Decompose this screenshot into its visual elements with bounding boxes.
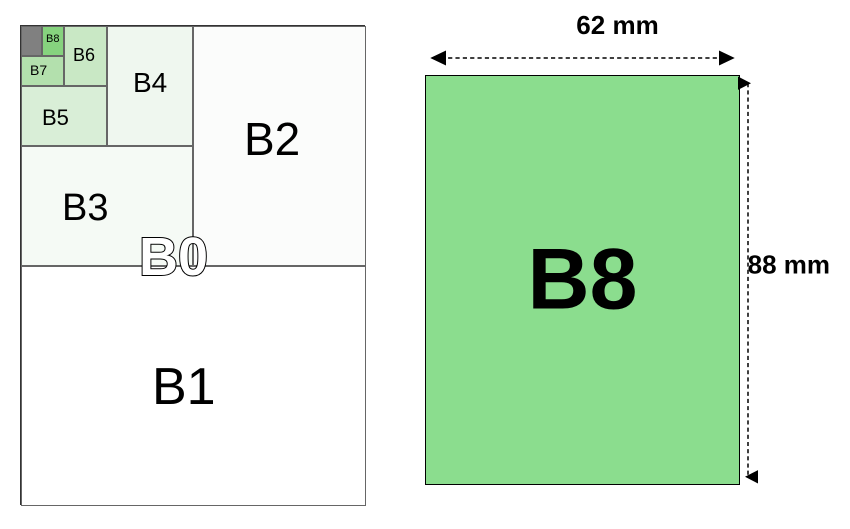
paper-label-b4: B4 bbox=[133, 67, 167, 99]
paper-b9 bbox=[21, 26, 42, 56]
b8-detail-panel: 62 mm B8 bbox=[405, 25, 830, 505]
paper-label-b8: B8 bbox=[46, 33, 59, 45]
paper-label-b0: B0 bbox=[139, 226, 208, 288]
paper-label-b6: B6 bbox=[73, 45, 95, 66]
paper-label-b5: B5 bbox=[42, 105, 69, 131]
paper-label-b2: B2 bbox=[244, 112, 300, 166]
paper-b1: B1 bbox=[21, 266, 366, 506]
height-dimension-label: 88 mm bbox=[748, 250, 830, 281]
width-dimension-label: 62 mm bbox=[576, 10, 658, 41]
b8-paper-box: B8 bbox=[425, 75, 740, 485]
paper-b6: B6 bbox=[64, 26, 107, 86]
paper-label-b3: B3 bbox=[62, 187, 108, 230]
paper-label-b7: B7 bbox=[30, 62, 47, 78]
paper-b8: B8 bbox=[42, 26, 64, 56]
bseries-diagram: B1 B2 B3 B4 B5 B6 B7 B8 B0 bbox=[20, 25, 365, 505]
paper-b7: B7 bbox=[21, 56, 64, 86]
paper-label-b1: B1 bbox=[152, 357, 216, 417]
paper-b4: B4 bbox=[107, 26, 193, 146]
width-dimension-line bbox=[425, 48, 740, 73]
paper-b2: B2 bbox=[193, 26, 366, 266]
paper-b5: B5 bbox=[21, 86, 107, 146]
b8-paper-label: B8 bbox=[528, 231, 638, 330]
